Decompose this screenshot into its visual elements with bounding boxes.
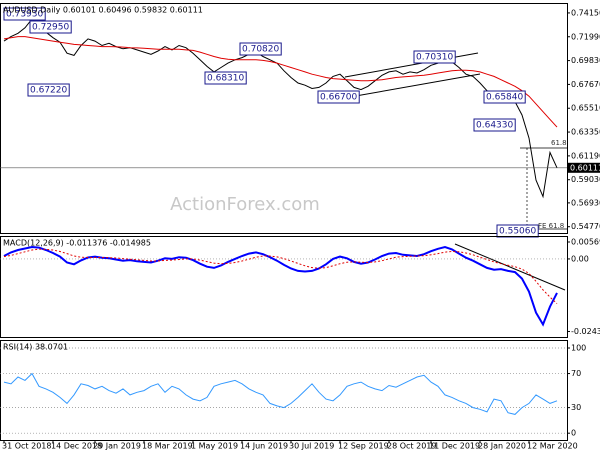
series-line <box>3 372 558 415</box>
annotation: FE 61.8 <box>538 222 564 230</box>
panel-frame <box>0 3 568 234</box>
series-line <box>3 18 558 199</box>
panel-frame <box>0 340 568 441</box>
series-line <box>3 36 558 128</box>
watermark: ActionForex.com <box>170 194 320 215</box>
macd-trendline <box>454 243 566 291</box>
y-tick-label: -0.024344 <box>571 327 600 336</box>
x-tick-label: 12 Sep 2019 <box>338 442 389 450</box>
annotation-box <box>27 83 70 97</box>
annotation: 0.72950 <box>32 23 69 33</box>
y-tick-label: 0.005691 <box>571 237 600 246</box>
panel-title: AUDUSD,Daily 0.60101 0.60496 0.59832 0.6… <box>3 6 203 15</box>
x-tick-label: 30 Jul 2019 <box>289 442 334 450</box>
x-tick-label: 14 Dec 2018 <box>51 442 102 450</box>
x-tick-label: 29 Jan 2019 <box>93 442 141 450</box>
annotation: 0.66700 <box>320 93 357 103</box>
annotation: 0.65840 <box>486 93 523 103</box>
y-tick-label: 0.00 <box>571 254 589 263</box>
x-tick-label: 11 Dec 2019 <box>429 442 480 450</box>
annotation-box <box>204 71 247 85</box>
x-tick-label: 28 Jan 2020 <box>478 442 526 450</box>
panel-frame <box>0 236 568 338</box>
channel-lower <box>349 73 481 98</box>
annotation-box <box>317 90 360 104</box>
annotation-box <box>413 50 456 64</box>
annotation-box <box>239 42 282 56</box>
y-tick-label: 30 <box>571 403 581 412</box>
last-price-box <box>567 162 600 173</box>
y-tick-label: 0 <box>571 429 576 438</box>
annotation: 0.64330 <box>476 121 513 131</box>
last-price-label: 0.60111 <box>570 163 600 172</box>
annotation: 0.68310 <box>207 74 244 84</box>
series-line <box>3 245 558 327</box>
panel-title: RSI(14) 38.0701 <box>3 343 68 352</box>
x-tick-label: 14 Jun 2019 <box>240 442 288 450</box>
annotation-box <box>473 118 516 132</box>
x-tick-label: 31 Oct 2018 <box>2 442 51 450</box>
panel-title: MACD(12,26,9) -0.011376 -0.014985 <box>3 239 151 248</box>
annotation: 0.70820 <box>242 45 279 55</box>
y-tick-label: 70 <box>571 369 581 378</box>
x-tick-label: 18 Mar 2019 <box>142 442 193 450</box>
x-tick-label: 12 Mar 2020 <box>527 442 578 450</box>
y-tick-label: 0.54770 <box>571 222 600 231</box>
annotation-box <box>3 7 46 21</box>
x-tick-label: 1 May 2019 <box>191 442 238 450</box>
channel-upper <box>344 52 479 78</box>
x-tick-label: 28 Oct 2019 <box>387 442 436 450</box>
annotation: 61.8 <box>551 139 567 147</box>
annotation-box <box>29 20 72 34</box>
annotation: 0.55060 <box>499 227 536 237</box>
y-tick-label: 100 <box>571 344 586 353</box>
series-line <box>3 248 558 304</box>
annotation: 0.67220 <box>30 86 67 96</box>
annotation-box <box>483 90 526 104</box>
annotation: 0.73930 <box>6 10 43 20</box>
annotation: 0.70310 <box>416 53 453 63</box>
